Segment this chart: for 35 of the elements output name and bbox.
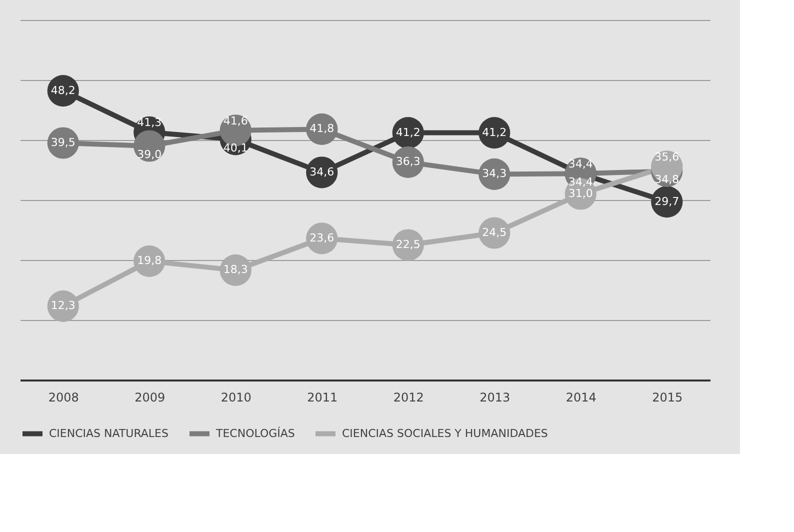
legend-label: CIENCIAS SOCIALES Y HUMANIDADES [342,426,548,440]
data-label: 36,3 [396,155,420,168]
data-label: 34,3 [482,167,507,180]
data-label: 24,5 [482,226,507,239]
data-label: 31,0 [568,187,593,200]
x-tick-label: 2014 [566,390,596,404]
x-tick-label: 2008 [48,390,79,404]
data-label: 19,8 [137,254,162,268]
data-label: 34,4 [568,158,593,171]
data-label: 40,1 [223,141,248,154]
data-label: 35,6 [654,150,680,164]
data-label: 34,8 [654,173,680,186]
data-label: 41,2 [482,126,507,139]
x-tick-label: 2011 [307,390,338,404]
data-label: 34,6 [310,165,334,178]
data-label: 41,6 [223,114,248,128]
data-label: 12,3 [50,299,76,312]
legend-label: TECNOLOGÍAS [215,426,295,440]
data-label: 41,8 [310,122,334,136]
x-tick-label: 2009 [134,390,166,404]
data-label: 18,3 [223,263,248,276]
data-label: 41,2 [396,126,420,139]
x-tick-label: 2010 [220,390,252,404]
x-tick-label: 2012 [393,390,424,404]
data-label: 39,5 [50,136,76,149]
data-label: 22,5 [396,238,420,251]
data-label: 29,7 [654,194,680,208]
data-label: 41,3 [137,116,162,130]
legend-label: CIENCIAS NATURALES [49,426,169,440]
data-label: 34,4 [568,176,593,189]
x-tick-label: 2015 [652,390,683,404]
data-label: 48,2 [50,84,76,97]
data-label: 23,6 [310,231,334,244]
data-label: 39,0 [137,148,162,161]
x-tick-label: 2013 [480,390,510,404]
